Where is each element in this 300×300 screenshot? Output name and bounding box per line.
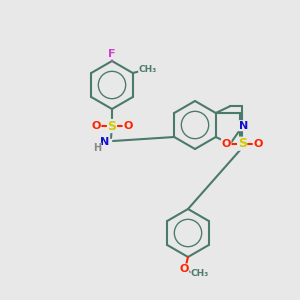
Text: O: O	[91, 121, 101, 131]
Text: O: O	[123, 121, 133, 131]
Text: O: O	[221, 139, 231, 149]
Text: F: F	[108, 49, 116, 59]
Text: N: N	[238, 121, 248, 131]
Text: S: S	[107, 119, 116, 133]
Text: CH₃: CH₃	[139, 65, 157, 74]
Text: S: S	[238, 137, 247, 150]
Text: H: H	[93, 143, 101, 153]
Text: O: O	[254, 139, 263, 149]
Text: O: O	[179, 264, 189, 274]
Text: N: N	[100, 137, 109, 147]
Text: CH₃: CH₃	[191, 269, 209, 278]
